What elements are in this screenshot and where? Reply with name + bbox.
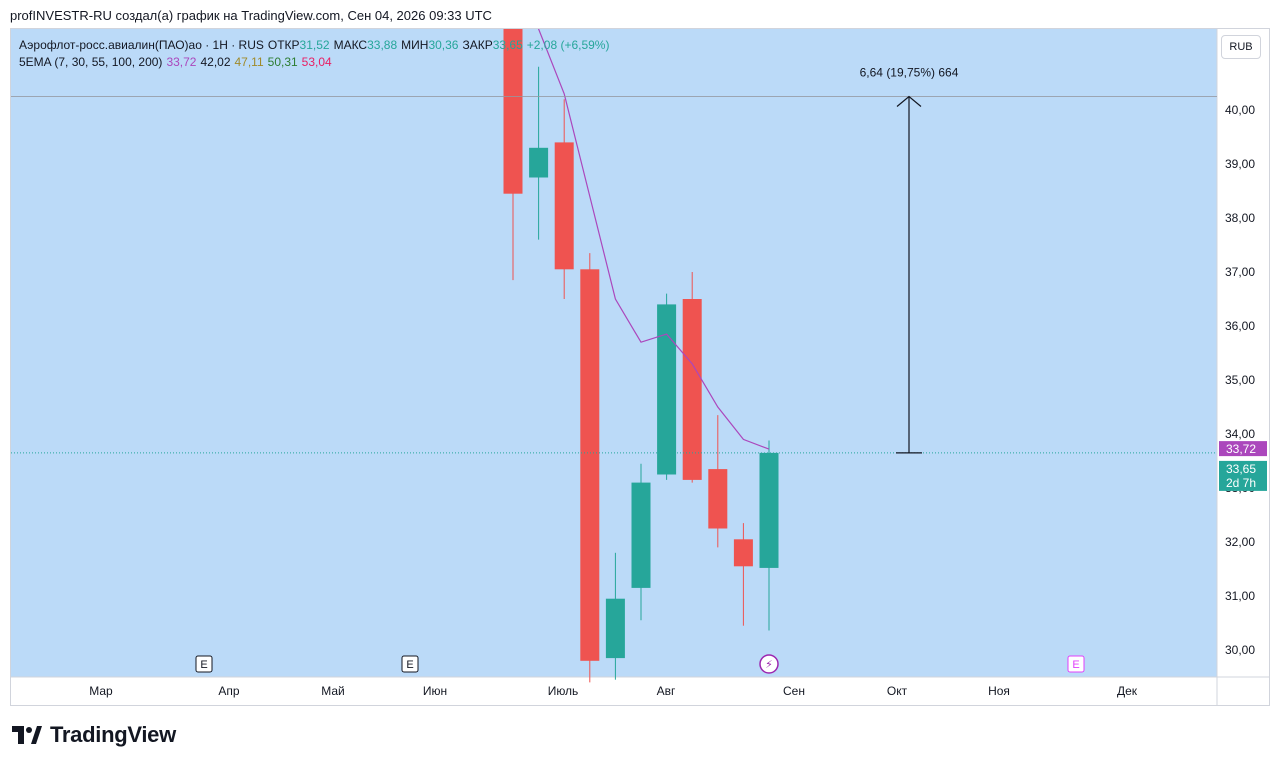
ema-value-55: 47,11 xyxy=(234,55,264,69)
x-tick-label: Ноя xyxy=(988,684,1010,698)
x-tick-label: Апр xyxy=(218,684,240,698)
x-tick-label: Мар xyxy=(89,684,113,698)
low-value: 30,36 xyxy=(428,38,459,52)
ema-value-100: 50,31 xyxy=(267,55,298,69)
dividend-marker[interactable] xyxy=(759,654,779,674)
ema-legend-row: 5EMA (7, 30, 55, 100, 200) 33,72 42,02 4… xyxy=(19,54,609,71)
tradingview-logo-text: TradingView xyxy=(50,722,176,747)
open-value: 31,52 xyxy=(299,38,330,52)
ohlc-legend-row: Аэрофлот-росс.авиалин(ПАО)ао · 1Н · RUS … xyxy=(19,37,609,54)
open-label: ОТКР xyxy=(267,38,300,52)
current-price-tag-label: 33,65 xyxy=(1226,462,1256,476)
low-label: МИН xyxy=(401,38,429,52)
high-label: МАКС xyxy=(333,38,368,52)
ema-7-line xyxy=(537,29,770,450)
x-tick-label: Май xyxy=(321,684,345,698)
chart-attribution: profINVESTR-RU создал(а) график на Tradi… xyxy=(10,8,492,23)
candle-body[interactable] xyxy=(733,539,753,567)
candle-body[interactable] xyxy=(657,304,677,475)
x-tick-label: Дек xyxy=(1117,684,1138,698)
x-tick-label: Сен xyxy=(783,684,805,698)
y-tick-label: 32,00 xyxy=(1225,535,1255,549)
plot-area-background xyxy=(11,29,1217,677)
ema-value-200: 53,04 xyxy=(301,55,332,69)
ema-value-30: 42,02 xyxy=(200,55,231,69)
x-tick-label: Авг xyxy=(657,684,676,698)
earnings-marker[interactable] xyxy=(401,655,419,673)
symbol-label[interactable]: Аэрофлот-росс.авиалин(ПАО)ао · 1Н · RUS xyxy=(19,38,264,52)
ema-price-tag-label: 33,72 xyxy=(1226,442,1256,456)
x-tick-label: Июн xyxy=(423,684,447,698)
change-value: +2,08 (+6,59%) xyxy=(526,38,610,52)
measure-arrow-head xyxy=(896,95,922,107)
candle-body[interactable] xyxy=(529,147,549,178)
earnings-marker-label: E xyxy=(1072,659,1079,671)
measure-label: 6,64 (19,75%) 664 xyxy=(860,66,959,80)
tradingview-logo[interactable]: TradingView xyxy=(12,722,176,748)
countdown-label: 2d 7h xyxy=(1226,476,1256,490)
earnings-marker-label: E xyxy=(200,659,207,671)
y-tick-label: 31,00 xyxy=(1225,589,1255,603)
time-axis-background xyxy=(11,677,1269,705)
y-tick-label: 30,00 xyxy=(1225,643,1255,657)
y-tick-label: 36,00 xyxy=(1225,319,1255,333)
y-tick-label: 39,00 xyxy=(1225,157,1255,171)
candle-body[interactable] xyxy=(503,29,523,194)
candle-body[interactable] xyxy=(605,598,625,659)
candle-body[interactable] xyxy=(631,482,651,588)
chart-frame[interactable]: 30,0031,0032,0033,0034,0035,0036,0037,00… xyxy=(10,28,1270,706)
candle-body[interactable] xyxy=(554,142,574,270)
chart-legend: Аэрофлот-росс.авиалин(ПАО)ао · 1Н · RUS … xyxy=(19,37,609,71)
earnings-marker[interactable] xyxy=(1067,655,1085,673)
close-label: ЗАКР xyxy=(462,38,493,52)
price-chart[interactable]: 30,0031,0032,0033,0034,0035,0036,0037,00… xyxy=(11,29,1269,705)
y-tick-label: 40,00 xyxy=(1225,103,1255,117)
x-tick-label: Окт xyxy=(887,684,908,698)
candle-body[interactable] xyxy=(759,452,779,568)
ema-label[interactable]: 5EMA (7, 30, 55, 100, 200) xyxy=(19,55,163,69)
y-tick-label: 38,00 xyxy=(1225,211,1255,225)
earnings-marker-label: E xyxy=(406,659,413,671)
candle-body[interactable] xyxy=(580,269,600,661)
ema-price-tag xyxy=(1219,441,1267,457)
candle-body[interactable] xyxy=(682,299,702,480)
y-tick-label: 37,00 xyxy=(1225,265,1255,279)
current-price-tag xyxy=(1219,460,1267,491)
tradingview-logo-icon xyxy=(12,726,42,744)
earnings-marker[interactable] xyxy=(195,655,213,673)
high-value: 33,88 xyxy=(367,38,398,52)
currency-button[interactable]: RUB xyxy=(1221,35,1261,59)
y-tick-label: 34,00 xyxy=(1225,427,1255,441)
y-tick-label: 35,00 xyxy=(1225,373,1255,387)
dividend-marker-icon: ⚡ xyxy=(765,658,773,671)
ema-value-7: 33,72 xyxy=(166,55,197,69)
price-axis-background xyxy=(1217,29,1269,705)
candle-body[interactable] xyxy=(708,469,728,529)
close-value: 33,65 xyxy=(492,38,523,52)
x-tick-label: Июль xyxy=(548,684,579,698)
